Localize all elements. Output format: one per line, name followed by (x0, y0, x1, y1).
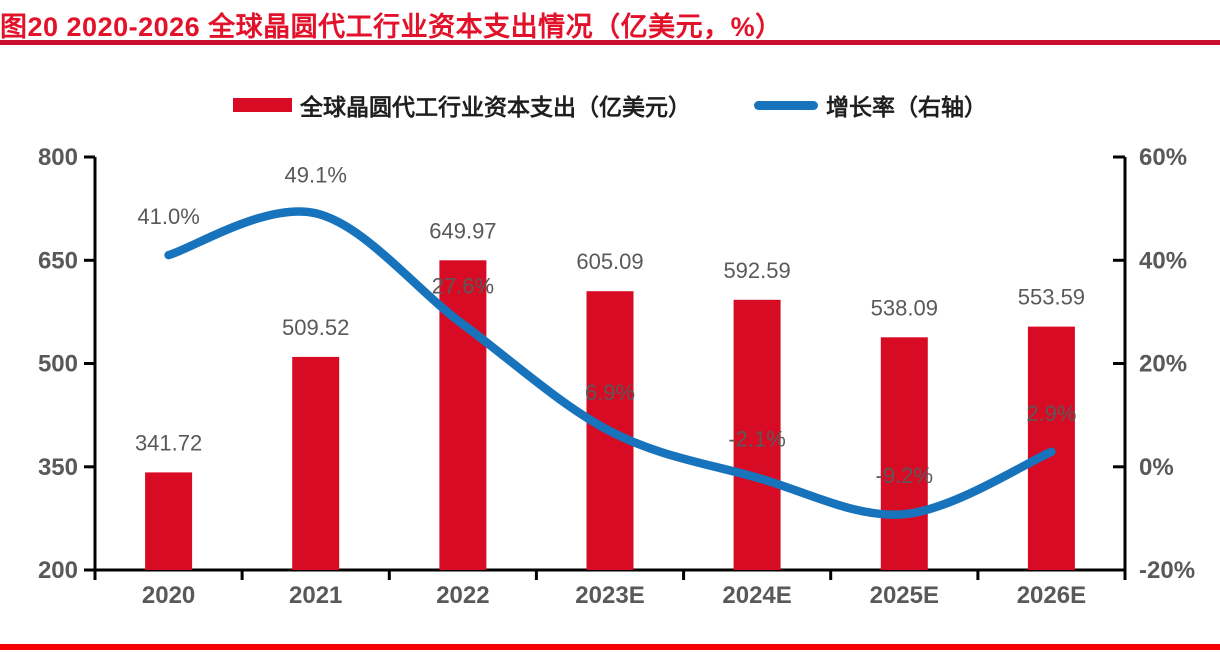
right-axis-label: 0% (1139, 454, 1174, 481)
bar-label-2020: 341.72 (135, 430, 202, 455)
bar-label-2022: 649.97 (429, 218, 496, 243)
line-label-2024E: -2.1% (728, 427, 785, 452)
x-label-2026E: 2026E (1017, 582, 1086, 609)
line-label-2025E: -9.2% (876, 463, 933, 488)
x-label-2021: 2021 (289, 582, 342, 609)
growth-rate-line (164, 207, 1056, 519)
bar-label-2021: 509.52 (282, 315, 349, 340)
x-label-2023E: 2023E (575, 582, 644, 609)
left-axis-label: 800 (38, 144, 78, 171)
bar-2025E (880, 337, 928, 570)
x-label-2025E: 2025E (870, 582, 939, 609)
x-label-2022: 2022 (436, 582, 489, 609)
line-series-swatch (754, 100, 818, 110)
x-label-2020: 2020 (142, 582, 195, 609)
bar-2020 (145, 472, 193, 570)
legend-item-growth: 增长率（右轴） (754, 88, 987, 122)
right-axis-label: 40% (1139, 247, 1187, 274)
bottom-rule (0, 644, 1220, 650)
legend-label-growth: 增长率（右轴） (826, 94, 987, 120)
bar-series-swatch (233, 98, 292, 112)
right-axis-label: 20% (1139, 351, 1187, 378)
x-label-2024E: 2024E (722, 582, 791, 609)
line-label-2022: 27.6% (432, 273, 494, 298)
legend-label-capex: 全球晶圆代工行业资本支出（亿美元） (300, 94, 691, 120)
line-label-2020: 41.0% (137, 204, 199, 229)
bar-label-2023E: 605.09 (576, 249, 643, 274)
chart-legend: 全球晶圆代工行业资本支出（亿美元） 增长率（右轴） (0, 88, 1220, 122)
bar-2021 (292, 356, 340, 570)
line-label-2026E: 2.9% (1026, 401, 1076, 426)
legend-item-capex: 全球晶圆代工行业资本支出（亿美元） (233, 88, 691, 122)
right-axis-label: 60% (1139, 144, 1187, 171)
line-label-2023E: 6.9% (585, 380, 635, 405)
left-axis-label: 500 (38, 351, 78, 378)
bar-label-2026E: 553.59 (1018, 285, 1085, 310)
left-axis-label: 200 (38, 557, 78, 584)
right-axis-label: -20% (1139, 557, 1195, 584)
left-axis-label: 650 (38, 247, 78, 274)
title-rule (0, 40, 1220, 45)
figure-title: 图20 2020-2026 全球晶圆代工行业资本支出情况（亿美元，%） (0, 12, 783, 42)
left-axis-label: 350 (38, 454, 78, 481)
bar-label-2025E: 538.09 (871, 295, 938, 320)
bar-2024E (733, 299, 781, 570)
line-label-2021: 49.1% (285, 162, 347, 187)
bar-label-2024E: 592.59 (723, 258, 790, 283)
